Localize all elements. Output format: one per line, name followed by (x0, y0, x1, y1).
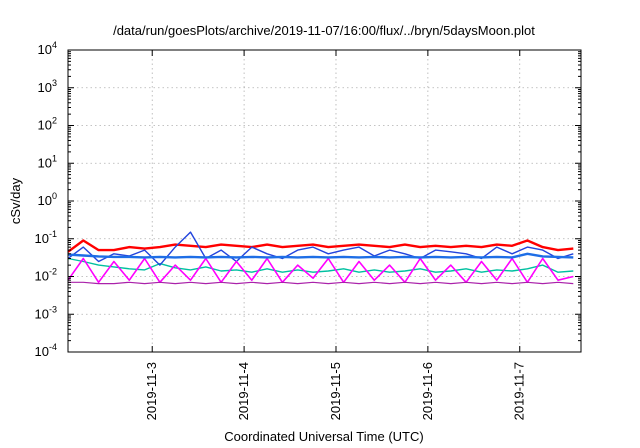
y-tick-label: 101 (38, 153, 57, 170)
x-tick-label: 2019-11-7 (512, 362, 527, 420)
series-line-1 (67, 239, 574, 253)
y-tick-label: 10-4 (35, 342, 57, 359)
series-line-5 (67, 252, 574, 259)
x-tick-label: 2019-11-4 (236, 362, 251, 420)
y-tick-label: 100 (38, 191, 57, 208)
series-line-6 (68, 281, 574, 285)
series-line-4 (67, 257, 574, 284)
x-axis: 2019-11-3 2019-11-4 2019-11-5 2019-11-6 2019… (144, 50, 527, 420)
y-axis: 10-4 10-3 10-2 10-1 100 101 102 103 104 (35, 40, 581, 359)
chart-title: /data/run/goesPlots/archive/2019-11-07/1… (113, 23, 535, 38)
x-tick-label: 2019-11-3 (144, 362, 159, 420)
x-tick-label: 2019-11-5 (328, 362, 343, 420)
grid-lines (68, 50, 581, 352)
y-tick-label: 104 (38, 40, 57, 57)
y-axis-label: cSv/day (8, 177, 23, 224)
y-tick-label: 10-1 (35, 229, 57, 246)
series-group (67, 231, 574, 285)
y-tick-label: 102 (38, 116, 57, 133)
y-tick-label: 10-2 (35, 267, 57, 284)
y-tick-label: 10-3 (35, 304, 57, 321)
y-tick-label: 103 (38, 78, 57, 95)
x-axis-label: Coordinated Universal Time (UTC) (224, 429, 423, 444)
x-tick-label: 2019-11-6 (420, 362, 435, 420)
